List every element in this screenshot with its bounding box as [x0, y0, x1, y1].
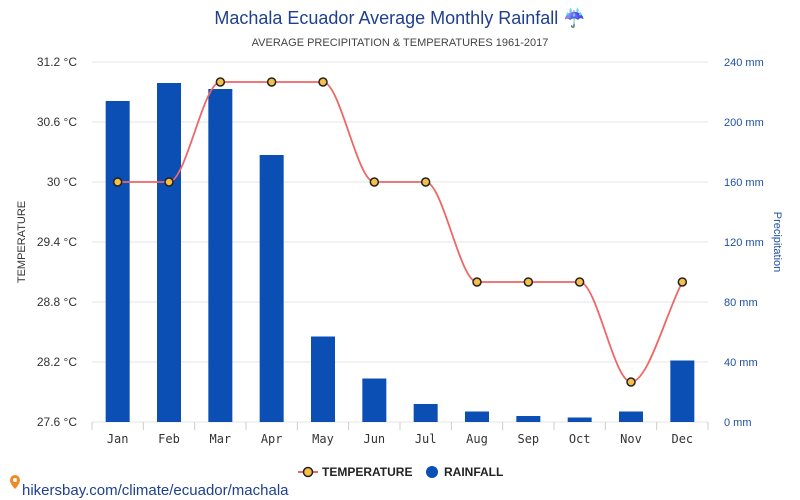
source-text[interactable]: hikersbay.com/climate/ecuador/machala	[22, 482, 289, 499]
x-tick-label: Aug	[466, 432, 488, 446]
source-link[interactable]: hikersbay.com/climate/ecuador/machala	[10, 475, 289, 499]
x-tick-label: May	[312, 432, 334, 446]
x-tick-label: Nov	[620, 432, 642, 446]
x-tick-label: Dec	[671, 432, 693, 446]
temperature-point-dec[interactable]	[677, 277, 688, 287]
left-y-tick-label: 28.2 °C	[37, 355, 77, 369]
rainfall-bar-oct[interactable]	[567, 417, 592, 423]
left-y-tick-label: 27.6 °C	[37, 415, 77, 429]
legend-bar-swatch	[426, 466, 438, 478]
legend-label-rainfall: RAINFALL	[444, 465, 503, 479]
rainfall-bar-jun[interactable]	[362, 378, 387, 423]
left-y-tick-label: 29.4 °C	[37, 235, 77, 249]
left-y-tick-label: 30.6 °C	[37, 115, 77, 129]
left-axis-title: TEMPERATURE	[16, 201, 28, 283]
left-axis-ticks: 31.2 °C 30.6 °C 30 °C 29.4 °C 28.8 °C 28.2 °C…	[37, 55, 77, 429]
chart-title: Machala Ecuador Average Monthly Rainfall…	[214, 7, 585, 28]
legend-label-temperature: TEMPERATURE	[322, 465, 412, 479]
x-axis-ticks: Jan Feb Mar Apr May Jun Jul Aug Sep Oct Nov Dec	[107, 432, 693, 446]
rainfall-bars	[105, 83, 695, 423]
rainfall-bar-feb[interactable]	[157, 83, 181, 422]
right-axis-title: Precipitation	[771, 212, 783, 273]
right-y-tick-label: 160 mm	[724, 177, 764, 189]
right-y-tick-label: 120 mm	[724, 237, 764, 249]
legend[interactable]: TEMPERATURE RAINFALL	[298, 465, 503, 479]
right-y-tick-label: 40 mm	[724, 357, 758, 369]
temperature-point-apr[interactable]	[266, 77, 277, 87]
x-tick-label: Mar	[209, 432, 231, 446]
temperature-point-jan[interactable]	[112, 177, 123, 187]
rainfall-bar-may[interactable]	[311, 336, 335, 423]
x-tick-label: Apr	[261, 432, 283, 446]
legend-item-rainfall[interactable]: RAINFALL	[426, 465, 503, 479]
left-y-tick-label: 30 °C	[47, 175, 77, 189]
right-y-tick-label: 240 mm	[724, 57, 764, 69]
rainfall-bar-jan[interactable]	[105, 101, 130, 422]
x-tick-label: Sep	[517, 432, 539, 446]
chart-subtitle: AVERAGE PRECIPITATION & TEMPERATURES 196…	[252, 37, 549, 49]
x-tick-label: Oct	[569, 432, 591, 446]
right-axis-ticks: 240 mm 200 mm 160 mm 120 mm 80 mm 40 mm 0 mm	[724, 57, 764, 429]
x-tick-label: Jun	[363, 432, 385, 446]
rainfall-bar-jul[interactable]	[413, 404, 438, 422]
temperature-point-oct[interactable]	[574, 277, 585, 287]
rainfall-bar-mar[interactable]	[208, 89, 233, 422]
grid-lines	[91, 61, 709, 430]
rainfall-bar-aug[interactable]	[465, 411, 489, 423]
location-pin-icon	[10, 475, 20, 489]
rainfall-bar-apr[interactable]	[259, 155, 284, 422]
right-y-tick-label: 80 mm	[724, 297, 758, 309]
right-y-tick-label: 200 mm	[724, 117, 764, 129]
x-tick-label: Jul	[415, 432, 437, 446]
rainfall-bar-sep[interactable]	[516, 416, 541, 422]
temperature-point-nov[interactable]	[626, 377, 636, 387]
x-tick-label: Jan	[107, 432, 129, 446]
left-y-tick-label: 31.2 °C	[37, 55, 77, 69]
temperature-point-mar[interactable]	[215, 77, 226, 87]
legend-marker-swatch	[302, 466, 314, 478]
rainfall-bar-nov[interactable]	[619, 411, 643, 423]
temperature-point-may[interactable]	[318, 77, 328, 87]
rainfall-bar-dec[interactable]	[670, 360, 695, 423]
temperature-curve	[117, 81, 684, 383]
temperature-point-feb[interactable]	[164, 177, 174, 187]
temperature-point-jul[interactable]	[420, 177, 431, 187]
left-y-tick-label: 28.8 °C	[37, 295, 77, 309]
temperature-point-sep[interactable]	[523, 277, 534, 287]
right-y-tick-label: 0 mm	[724, 417, 752, 429]
temperature-point-aug[interactable]	[472, 277, 482, 287]
temperature-line	[112, 77, 688, 387]
temperature-point-jun[interactable]	[369, 177, 380, 187]
legend-item-temperature[interactable]: TEMPERATURE	[298, 465, 412, 479]
x-tick-label: Feb	[158, 432, 180, 446]
